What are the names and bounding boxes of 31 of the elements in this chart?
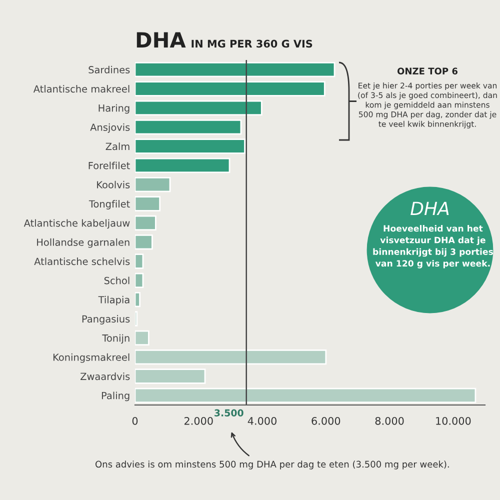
x-tick-label: 6.000 xyxy=(312,416,340,425)
y-tick-label: Zwaardvis xyxy=(80,372,130,380)
x-tick-label: 2.000 xyxy=(184,416,213,425)
y-tick-label: Tonijn xyxy=(102,334,130,344)
x-tick-label: 10.000 xyxy=(436,416,471,425)
y-tick-label: Pangasius xyxy=(82,315,130,324)
y-tick-label: Sardines xyxy=(88,66,130,74)
y-tick-label: Tongfilet xyxy=(88,200,130,210)
y-tick-label: Atlantische kabeljauw xyxy=(24,219,130,229)
y-tick-label: Ansjovis xyxy=(90,123,130,133)
text: Ons advies is om minstens 500 mg DHA per dag te eten (3.500 mg per week). xyxy=(96,460,449,470)
y-tick-label: Forelfilet xyxy=(88,162,130,170)
x-tick-label: 8.000 xyxy=(375,416,404,425)
y-tick-label: Koolvis xyxy=(97,180,130,188)
y-tick-label: Atlantische makreel xyxy=(33,85,130,93)
annotation: DHA xyxy=(410,202,449,215)
y-tick-label: Haring xyxy=(98,104,130,114)
y-tick-label: Atlantische schelvis xyxy=(34,258,130,266)
y-tick-label: Schol xyxy=(104,276,130,284)
y-tick-label: Koningsmakreel xyxy=(53,353,130,363)
ref-line-label: 3.500 xyxy=(214,409,244,416)
y-tick-label: Paling xyxy=(102,392,130,402)
x-tick-label: 4.000 xyxy=(248,416,276,425)
annotation: ONZE TOP 6 xyxy=(397,68,458,74)
y-tick-label: Hollandse garnalen xyxy=(37,238,130,248)
chart-subtitle: IN MG PER 360 G VIS xyxy=(192,40,312,48)
annotation: Hoeveelheid van het visvetzuur DHA dat je binnenkrijgt bij 3 porties van 120 g vis per week. xyxy=(373,225,494,268)
chart-title: DHA xyxy=(136,32,186,48)
y-tick-label: Tilapia xyxy=(98,296,130,306)
y-tick-label: Zalm xyxy=(106,142,130,150)
x-tick-label: 0 xyxy=(132,416,138,425)
